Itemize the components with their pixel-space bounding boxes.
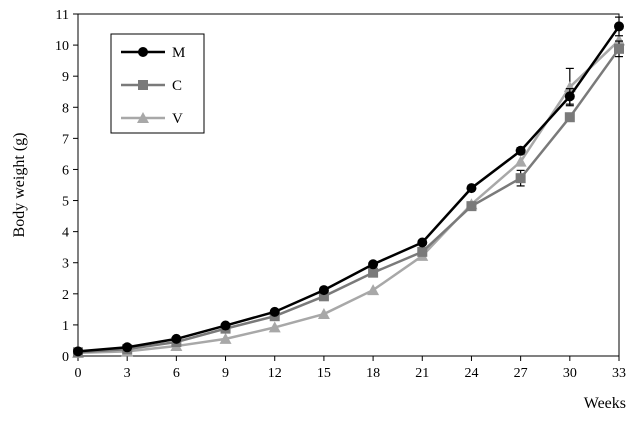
legend: M C V: [110, 33, 205, 134]
data-point-C: [368, 267, 379, 278]
y-tick-label: 10: [55, 39, 69, 54]
data-point-C: [318, 291, 329, 302]
data-point-M: [220, 320, 231, 331]
data-point-V: [268, 321, 281, 333]
x-tick-label: 9: [222, 366, 229, 381]
legend-marker-M: [138, 47, 148, 57]
x-tick-label: 33: [612, 366, 626, 381]
data-point-C: [614, 43, 624, 54]
series-line-C: [77, 48, 621, 354]
data-point-M: [368, 259, 379, 270]
data-point-M: [564, 91, 575, 102]
data-point-M: [171, 333, 182, 344]
data-point-M: [318, 285, 329, 296]
data-point-M: [515, 145, 526, 156]
y-tick-label: 8: [62, 101, 69, 116]
series-layer: [72, 16, 625, 358]
data-point-M: [417, 237, 428, 248]
x-axis-label: Weeks: [584, 395, 626, 412]
x-tick-label: 6: [173, 366, 180, 381]
y-tick-label: 7: [62, 132, 69, 147]
data-point-M: [269, 306, 280, 317]
y-tick-label: 0: [62, 350, 69, 365]
data-point-C: [417, 246, 428, 257]
y-tick-label: 9: [62, 70, 69, 85]
data-point-V: [367, 284, 380, 296]
y-axis-label: Body weight (g): [11, 133, 28, 238]
y-axis-ticks: 0 1 2 3 4 5 6 7 8 9 10 11: [55, 8, 78, 365]
y-tick-label: 11: [56, 8, 69, 23]
x-tick-label: 15: [317, 366, 331, 381]
x-tick-label: 18: [366, 366, 380, 381]
legend-marker-V: [137, 112, 149, 123]
data-point-C: [515, 173, 526, 184]
data-point-C: [466, 201, 477, 212]
data-point-M: [122, 342, 133, 353]
x-tick-label: 24: [464, 366, 478, 381]
data-point-M: [466, 183, 477, 194]
series-line-M: [77, 25, 621, 353]
series-line-V: [77, 39, 620, 355]
data-point-M: [73, 346, 83, 357]
data-point-C: [564, 112, 575, 123]
data-point-V: [514, 155, 527, 167]
y-tick-label: 2: [62, 288, 69, 303]
legend-marker-C: [138, 80, 148, 90]
x-tick-label: 0: [75, 366, 82, 381]
x-axis-ticks: 0 3 6 9 12 15 18 21 24 27 30 33: [75, 356, 626, 381]
data-point-V: [563, 81, 576, 93]
plot-frame: [77, 13, 620, 357]
x-tick-label: 21: [415, 366, 429, 381]
x-tick-label: 12: [268, 366, 282, 381]
data-point-V: [613, 34, 625, 46]
y-tick-label: 3: [62, 257, 69, 272]
data-point-V: [317, 308, 330, 320]
y-tick-label: 1: [62, 319, 69, 334]
series-M: [73, 16, 624, 357]
data-point-V: [219, 332, 232, 344]
y-tick-label: 5: [62, 195, 69, 210]
legend-box: [110, 33, 205, 134]
x-tick-label: 27: [514, 366, 528, 381]
data-point-M: [614, 21, 624, 32]
legend-label-M: M: [172, 45, 185, 61]
legend-label-C: C: [172, 78, 182, 94]
y-tick-label: 6: [62, 163, 69, 178]
x-tick-label: 30: [563, 366, 577, 381]
legend-label-V: V: [172, 111, 183, 127]
y-tick-label: 4: [62, 226, 69, 241]
x-tick-label: 3: [124, 366, 131, 381]
